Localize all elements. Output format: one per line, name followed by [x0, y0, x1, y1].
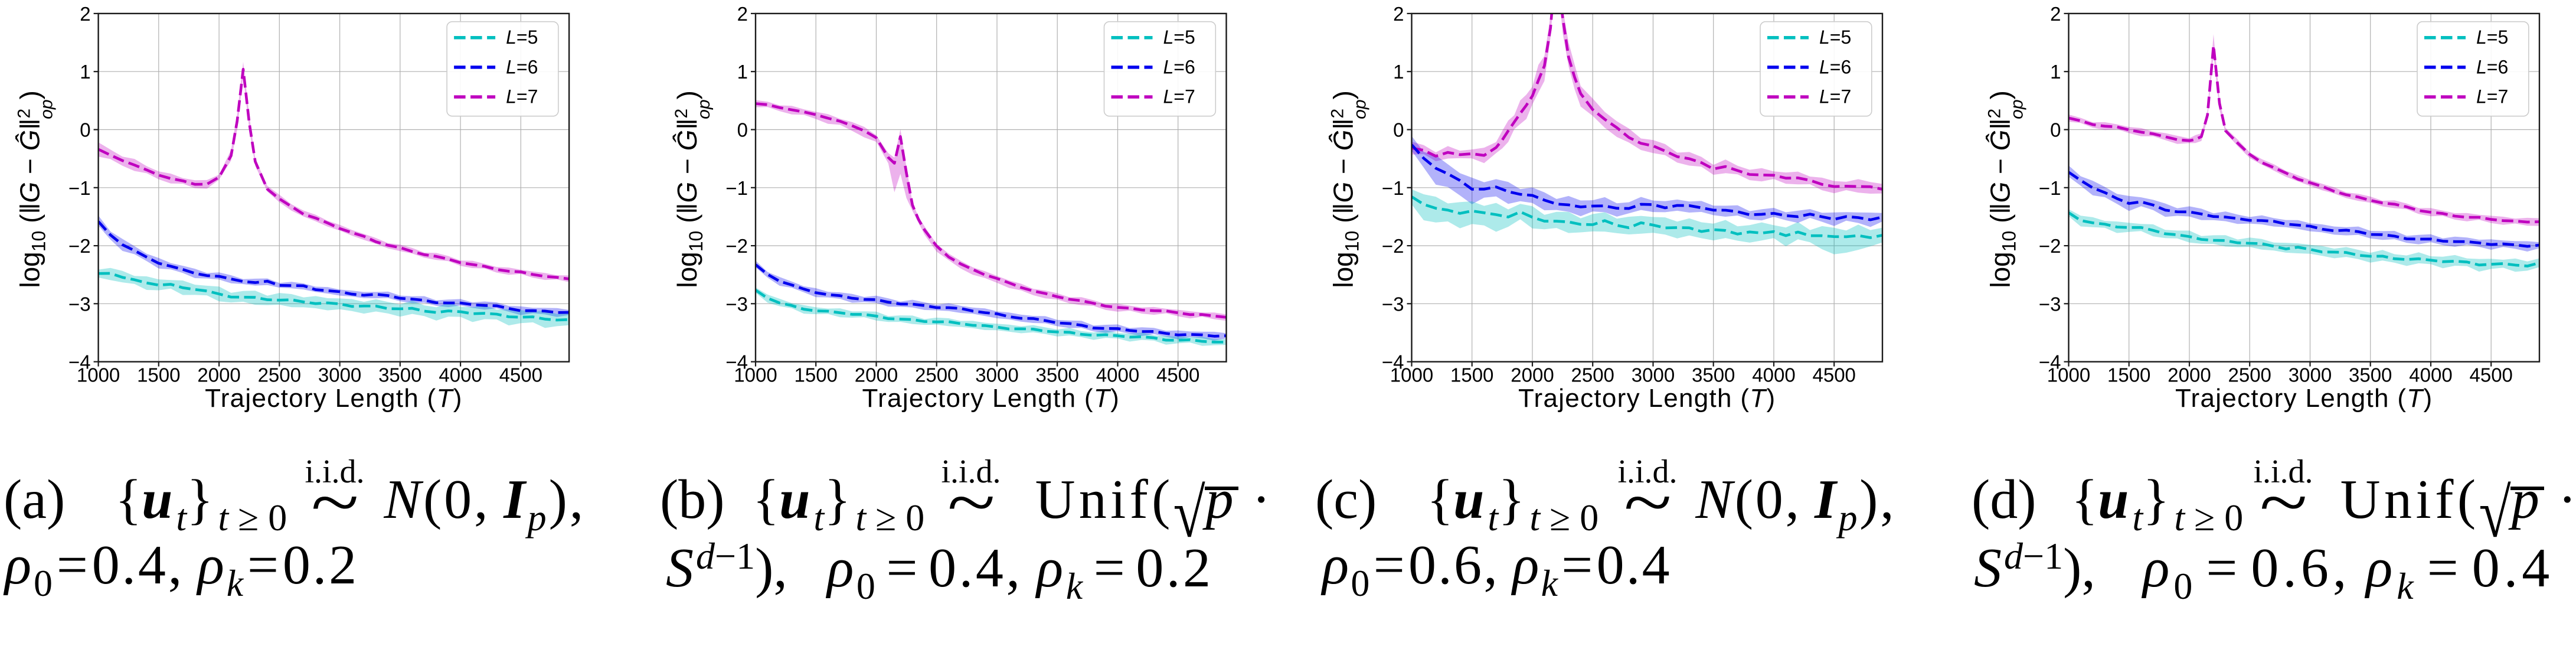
svg-text:−4: −4 [725, 351, 748, 373]
svg-text:1: 1 [80, 61, 90, 83]
svg-text:L=7: L=7 [1163, 86, 1195, 107]
svg-text:2: 2 [2050, 3, 2061, 25]
svg-text:2500: 2500 [258, 364, 301, 386]
svg-text:2500: 2500 [915, 364, 958, 386]
svg-text:1000: 1000 [2047, 364, 2090, 386]
svg-text:1000: 1000 [734, 364, 777, 386]
svg-text:Trajectory Length (T): Trajectory Length (T) [2175, 384, 2433, 413]
svg-text:−1: −1 [725, 177, 748, 199]
svg-text:4500: 4500 [1812, 364, 1855, 386]
svg-text:4000: 4000 [1752, 364, 1795, 386]
svg-text:−2: −2 [1382, 235, 1404, 257]
svg-text:log10 (‖G − Ĝ‖2op): log10 (‖G − Ĝ‖2 op) [15, 90, 57, 288]
svg-text:L=5: L=5 [2476, 27, 2508, 48]
svg-text:Trajectory Length (T): Trajectory Length (T) [205, 384, 462, 413]
svg-text:1000: 1000 [1390, 364, 1433, 386]
svg-text:L=6: L=6 [506, 56, 538, 77]
svg-text:1500: 1500 [2107, 364, 2150, 386]
svg-text:2000: 2000 [1511, 364, 1554, 386]
svg-text:L=6: L=6 [1819, 56, 1851, 77]
svg-text:L=7: L=7 [506, 86, 538, 107]
svg-text:0: 0 [1393, 119, 1404, 141]
svg-text:2500: 2500 [2228, 364, 2271, 386]
svg-text:4000: 4000 [1096, 364, 1139, 386]
svg-text:L=6: L=6 [1163, 56, 1195, 77]
svg-text:−4: −4 [1382, 351, 1404, 373]
svg-text:−4: −4 [68, 351, 91, 373]
svg-text:1500: 1500 [1450, 364, 1493, 386]
svg-text:2000: 2000 [197, 364, 240, 386]
svg-text:L=7: L=7 [2476, 86, 2508, 107]
svg-text:3500: 3500 [378, 364, 421, 386]
svg-text:2: 2 [737, 3, 748, 25]
svg-text:4000: 4000 [439, 364, 482, 386]
svg-text:1500: 1500 [137, 364, 180, 386]
svg-text:−3: −3 [68, 293, 91, 315]
svg-text:2500: 2500 [1571, 364, 1614, 386]
svg-text:3500: 3500 [1035, 364, 1078, 386]
svg-text:−3: −3 [1382, 293, 1404, 315]
svg-text:−2: −2 [725, 235, 748, 257]
svg-text:Trajectory Length (T): Trajectory Length (T) [862, 384, 1120, 413]
svg-text:0: 0 [80, 119, 90, 141]
svg-text:L=5: L=5 [506, 27, 538, 48]
svg-text:L=6: L=6 [2476, 56, 2508, 77]
svg-text:−1: −1 [2039, 177, 2061, 199]
svg-text:0: 0 [737, 119, 748, 141]
svg-text:2000: 2000 [855, 364, 898, 386]
svg-text:L=5: L=5 [1819, 27, 1851, 48]
svg-text:3000: 3000 [2289, 364, 2332, 386]
svg-text:3500: 3500 [1692, 364, 1735, 386]
svg-text:−1: −1 [68, 177, 91, 199]
svg-text:1500: 1500 [794, 364, 837, 386]
svg-text:−4: −4 [2039, 351, 2061, 373]
svg-text:−2: −2 [2039, 235, 2061, 257]
svg-text:3500: 3500 [2349, 364, 2392, 386]
svg-text:log10 (‖G − Ĝ‖2op): log10 (‖G − Ĝ‖2 op) [672, 90, 714, 288]
svg-text:log10 (‖G − Ĝ‖2op): log10 (‖G − Ĝ‖2 op) [1328, 90, 1370, 288]
svg-text:log10 (‖G − Ĝ‖2op): log10 (‖G − Ĝ‖2 op) [1985, 90, 2027, 288]
svg-text:−1: −1 [1382, 177, 1404, 199]
svg-text:−2: −2 [68, 235, 91, 257]
svg-text:2000: 2000 [2168, 364, 2211, 386]
svg-text:1: 1 [1393, 61, 1404, 83]
svg-text:4500: 4500 [2469, 364, 2512, 386]
svg-text:L=5: L=5 [1163, 27, 1195, 48]
svg-text:0: 0 [2050, 119, 2061, 141]
svg-text:1000: 1000 [77, 364, 120, 386]
svg-text:3000: 3000 [1632, 364, 1675, 386]
svg-text:4000: 4000 [2409, 364, 2452, 386]
svg-text:−3: −3 [725, 293, 748, 315]
svg-text:4500: 4500 [1156, 364, 1199, 386]
svg-text:4500: 4500 [499, 364, 542, 386]
svg-text:2: 2 [80, 3, 90, 25]
svg-text:−3: −3 [2039, 293, 2061, 315]
svg-text:2: 2 [1393, 3, 1404, 25]
svg-text:3000: 3000 [318, 364, 361, 386]
svg-text:L=7: L=7 [1819, 86, 1851, 107]
svg-text:1: 1 [2050, 61, 2061, 83]
svg-text:Trajectory Length (T): Trajectory Length (T) [1518, 384, 1776, 413]
svg-text:3000: 3000 [975, 364, 1018, 386]
svg-text:1: 1 [737, 61, 748, 83]
